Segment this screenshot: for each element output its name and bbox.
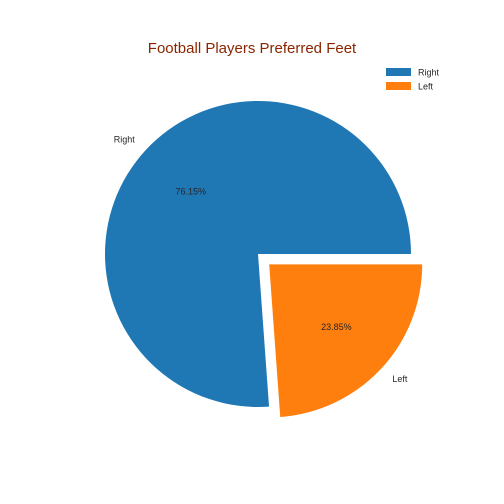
slice-labels: Right Left: [114, 134, 408, 384]
slice-label-right: Right: [114, 134, 136, 144]
legend: Right Left: [386, 68, 440, 92]
slice-percent-right: 76.15%: [176, 186, 207, 196]
chart-title: Football Players Preferred Feet: [148, 40, 357, 57]
legend-label-right: Right: [418, 68, 440, 78]
pie-slice-left: [269, 264, 423, 418]
slice-percent-labels: 76.15% 23.85%: [176, 186, 352, 331]
legend-swatch-left: [386, 82, 411, 90]
legend-label-left: Left: [418, 82, 434, 92]
slice-percent-left: 23.85%: [321, 322, 352, 332]
legend-swatch-right: [386, 68, 411, 76]
slice-label-left: Left: [392, 374, 408, 384]
pie-slice-right: [105, 101, 411, 407]
pie-slices: [105, 101, 423, 418]
